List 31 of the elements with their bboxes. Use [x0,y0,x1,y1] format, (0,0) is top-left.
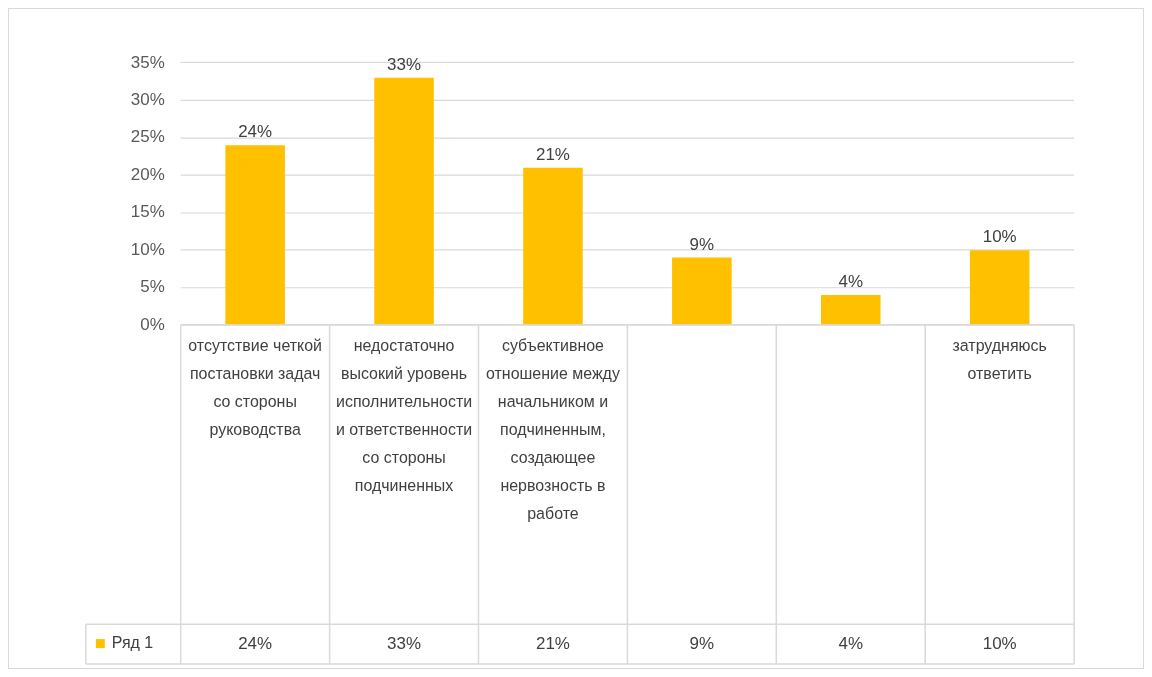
data-label: 9% [689,633,715,653]
x-tick-label: субъективное отношение между начальником и подчиненным, создающее нервозность в работе [486,337,620,522]
y-tick-label: 10% [130,239,165,259]
y-tick-label: 20% [130,164,165,184]
data-label: 4% [838,633,864,653]
y-tick-label: 15% [130,202,165,222]
bar [969,250,1030,325]
bar [523,167,583,325]
bar [225,145,285,325]
text: 4% [838,272,864,292]
text: 9% [689,234,715,254]
bar [820,295,881,325]
bar [374,77,434,325]
text: 24% [238,122,273,142]
data-label: 21% [535,633,570,653]
y-tick-label: 30% [130,89,165,109]
text: 10% [982,227,1017,247]
y-tick-label: 35% [130,52,165,72]
x-tick-label: недостаточно высокий уровень исполнительности и ответственности со стороны подчиненных [335,337,473,494]
x-tick-label: затрудняюсь ответить [952,337,1047,383]
bar [672,257,732,325]
text: 21% [535,144,570,164]
data-label: 24% [238,633,273,653]
x-tick-label: отсутствие четкой постановки задач со стороны руководства [188,337,322,439]
text: 33% [387,55,422,75]
data-label: 10% [982,633,1017,653]
legend-label: Ряд 1 [111,634,154,652]
data-label: 33% [387,633,422,653]
y-tick-label: 0% [140,314,165,334]
y-tick-label: 5% [140,277,165,297]
y-tick-label: 25% [130,127,165,147]
